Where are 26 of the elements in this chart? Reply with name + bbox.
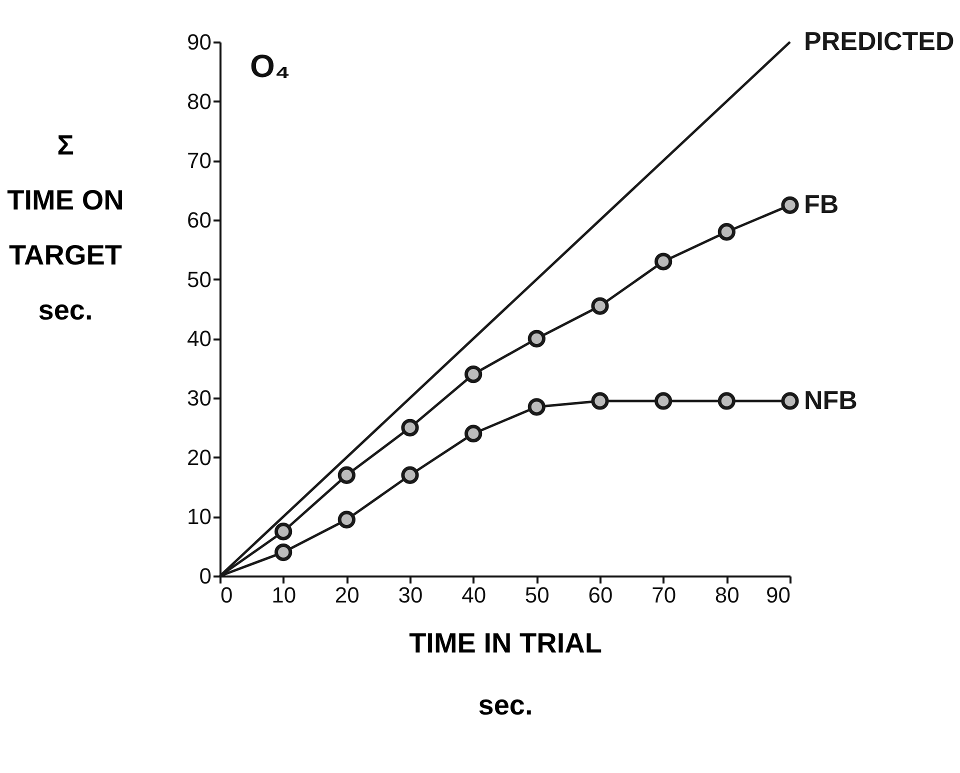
- y-tick-label: 80: [187, 88, 212, 114]
- y-tick-label: 40: [187, 326, 212, 352]
- series-label: NFB: [804, 384, 858, 415]
- y-tick-label: 90: [187, 30, 212, 54]
- x-tick-label: 20: [334, 582, 360, 608]
- x-tick-label: 30: [398, 582, 423, 608]
- x-tick-label: 0: [220, 582, 233, 608]
- x-tick-label: 60: [588, 582, 613, 608]
- x-tick-label: 80: [714, 582, 740, 608]
- y-tick-label: 30: [187, 386, 212, 410]
- x-tick-label: 10: [272, 582, 296, 608]
- y-tick-label: 20: [187, 444, 212, 470]
- y-tick-label: 50: [187, 266, 212, 292]
- series-label: PREDICTED: [804, 26, 954, 56]
- x-tick-label: 90: [766, 582, 790, 608]
- x-tick-label: 40: [462, 582, 486, 608]
- y-tick-label: 60: [187, 208, 212, 232]
- y-tick-label: 0: [199, 564, 212, 588]
- series-label: FB: [804, 189, 839, 220]
- y-axis-title: Σ TIME ON TARGET sec.: [7, 130, 124, 326]
- x-tick-label: 50: [524, 582, 550, 608]
- y-tick-label: 10: [187, 504, 212, 530]
- x-tick-label: 70: [652, 582, 676, 608]
- y-tick-label: 70: [187, 148, 212, 174]
- annotation: O₄: [250, 48, 290, 84]
- x-axis-title: TIME IN TRIAL sec.: [409, 628, 602, 720]
